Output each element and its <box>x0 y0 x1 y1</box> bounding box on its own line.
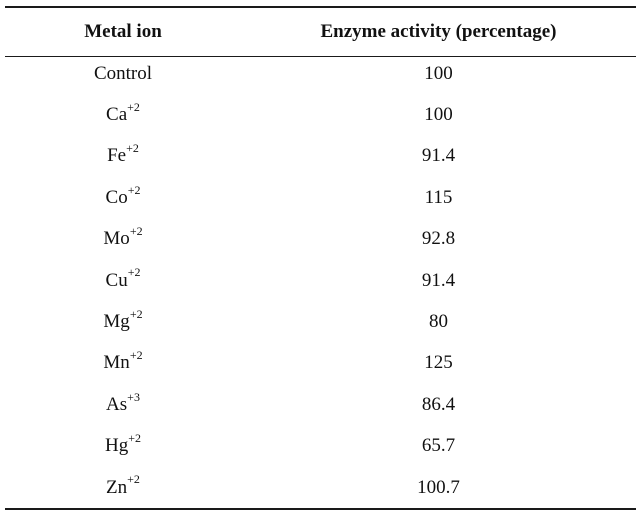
metal-ion-charge: +2 <box>126 141 139 156</box>
bottom-rule <box>5 508 636 510</box>
table-header-row: Metal ion Enzyme activity (percentage) <box>5 8 636 56</box>
table-row: Mg+2 80 <box>5 301 636 342</box>
metal-ion-symbol: Ca <box>106 104 128 126</box>
table-row: Fe+2 91.4 <box>5 136 636 177</box>
header-metal-ion: Metal ion <box>84 21 162 42</box>
metal-ion-cell: Zn+2 <box>5 473 241 499</box>
metal-ion-cell: Co+2 <box>5 184 241 209</box>
metal-ion-cell: Mn+2 <box>5 349 241 374</box>
metal-ion-cell: As+3 <box>5 391 241 416</box>
metal-ion-cell: Mg+2 <box>5 308 241 333</box>
top-rule <box>5 6 636 8</box>
enzyme-activity-cell: 92.8 <box>421 228 456 250</box>
metal-ion-symbol: As <box>106 393 128 415</box>
metal-ion-cell: Cu+2 <box>5 266 241 292</box>
metal-ion-charge: +2 <box>127 265 141 280</box>
metal-ion-symbol: Cu <box>105 269 128 291</box>
table-row: Mo+2 92.8 <box>5 219 636 260</box>
enzyme-activity-cell: 100.7 <box>417 476 460 498</box>
metal-ion-symbol: Hg <box>104 435 129 457</box>
enzyme-activity-cell: 65.7 <box>421 435 456 457</box>
metal-ion-symbol: Mo <box>103 228 130 250</box>
enzyme-activity-cell: 91.4 <box>421 145 456 167</box>
metal-ion-symbol: Co <box>105 186 128 208</box>
metal-ion-charge: +2 <box>129 348 143 363</box>
metal-ion-symbol: Mg <box>103 311 130 333</box>
metal-ion-cell: Hg+2 <box>5 432 241 457</box>
metal-ion-cell: Fe+2 <box>5 142 241 167</box>
metal-ion-charge: +2 <box>128 430 141 445</box>
metal-ion-cell: Ca+2 <box>5 101 241 126</box>
header-rule <box>5 56 636 57</box>
table-row: As+3 86.4 <box>5 384 636 425</box>
metal-ion-charge: +2 <box>129 306 143 321</box>
enzyme-activity-cell: 91.4 <box>421 269 456 291</box>
table-row: Control 100 <box>5 53 636 94</box>
metal-ion-charge: +2 <box>127 182 141 197</box>
enzyme-activity-cell: 100 <box>424 104 453 126</box>
metal-ion-symbol: Mn <box>103 352 130 374</box>
table-row: Hg+2 65.7 <box>5 426 636 467</box>
metal-ion-charge: +2 <box>127 99 140 114</box>
table-row: Mn+2 125 <box>5 343 636 384</box>
metal-ion-symbol: Zn <box>106 476 128 498</box>
enzyme-activity-cell: 86.4 <box>421 393 456 415</box>
metal-ion-symbol: Fe <box>107 145 127 167</box>
enzyme-activity-cell: 115 <box>424 186 453 208</box>
table-row: Zn+2 100.7 <box>5 467 636 508</box>
metal-ion-charge: +3 <box>127 389 140 404</box>
metal-ion-charge: +2 <box>129 223 143 238</box>
metal-ion-cell: Control <box>5 63 241 85</box>
table-row: Cu+2 91.4 <box>5 260 636 301</box>
metal-ion-cell: Mo+2 <box>5 225 241 250</box>
enzyme-activity-cell: 125 <box>424 352 453 374</box>
header-enzyme-activity: Enzyme activity (percentage) <box>320 21 557 42</box>
table-row: Ca+2 100 <box>5 94 636 135</box>
metal-ion-symbol: Control <box>93 62 153 84</box>
table-row: Co+2 115 <box>5 177 636 218</box>
metal-ion-charge: +2 <box>127 472 140 487</box>
enzyme-activity-cell: 100 <box>424 62 453 84</box>
enzyme-activity-cell: 80 <box>429 311 448 333</box>
